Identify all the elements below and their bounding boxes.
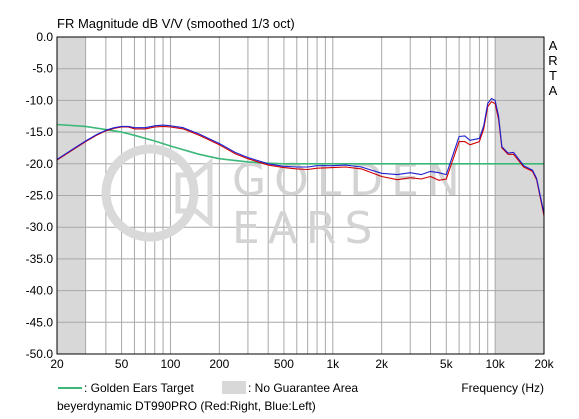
watermark-bottom-text: EARS	[232, 203, 380, 254]
y-tick-label: -15.0	[26, 125, 54, 139]
series-lines	[56, 97, 545, 216]
y-tick-label: -5.0	[32, 62, 53, 76]
y-tick-label: 0.0	[36, 30, 53, 44]
y-tick-label: -25.0	[26, 189, 54, 203]
arta-letter: R	[548, 53, 557, 68]
y-tick-label: -20.0	[26, 157, 54, 171]
watermark-ring	[101, 144, 199, 242]
x-tick-label: 1k	[326, 357, 340, 371]
y-tick-label: -40.0	[26, 284, 54, 298]
x-tick-label: 10k	[485, 357, 505, 371]
x-tick-label: 100	[160, 357, 180, 371]
arta-letter: T	[549, 68, 557, 83]
y-tick-label: -35.0	[26, 252, 54, 266]
x-tick-label: 20k	[534, 357, 554, 371]
x-tick-label: 2k	[375, 357, 389, 371]
y-tick-label: -10.0	[26, 93, 54, 107]
arta-letter: A	[549, 83, 558, 98]
series-line-red-right	[56, 101, 545, 216]
plot-border	[56, 36, 545, 355]
plot-frame	[56, 36, 545, 355]
y-tick-label: -30.0	[26, 220, 54, 234]
legend-area-label: : No Guarantee Area	[248, 381, 358, 395]
watermark-speaker-icon	[175, 157, 213, 229]
series-line-golden-ears-target	[56, 123, 544, 165]
x-tick-label: 500	[274, 357, 294, 371]
y-tick-label: -50.0	[26, 347, 54, 361]
x-axis-label: Frequency (Hz)	[461, 381, 544, 395]
legend: : Golden Ears Target : No Guarantee Area	[58, 381, 358, 395]
x-tick-label: 50	[115, 357, 129, 371]
x-tick-label: 5k	[440, 357, 454, 371]
chart-caption: beyerdynamic DT990PRO (Red:Right, Blue:L…	[57, 399, 316, 413]
x-tick-labels: 20 50 100 200 500 1k 2k 5k 10k 20k	[50, 357, 554, 371]
y-tick-label: -45.0	[26, 315, 54, 329]
legend-area-swatch	[222, 381, 246, 394]
chart-title: FR Magnitude dB V/V (smoothed 1/3 oct)	[57, 16, 295, 31]
arta-letter: A	[549, 38, 558, 53]
legend-target-label: : Golden Ears Target	[84, 381, 195, 395]
y-tick-labels: 0.0 -5.0 -10.0 -15.0 -20.0 -25.0 -30.0 -35.0 -40…	[26, 30, 54, 361]
series-line-blue-left	[56, 97, 545, 214]
x-tick-label: 200	[209, 357, 229, 371]
x-tick-label: 20	[50, 357, 64, 371]
